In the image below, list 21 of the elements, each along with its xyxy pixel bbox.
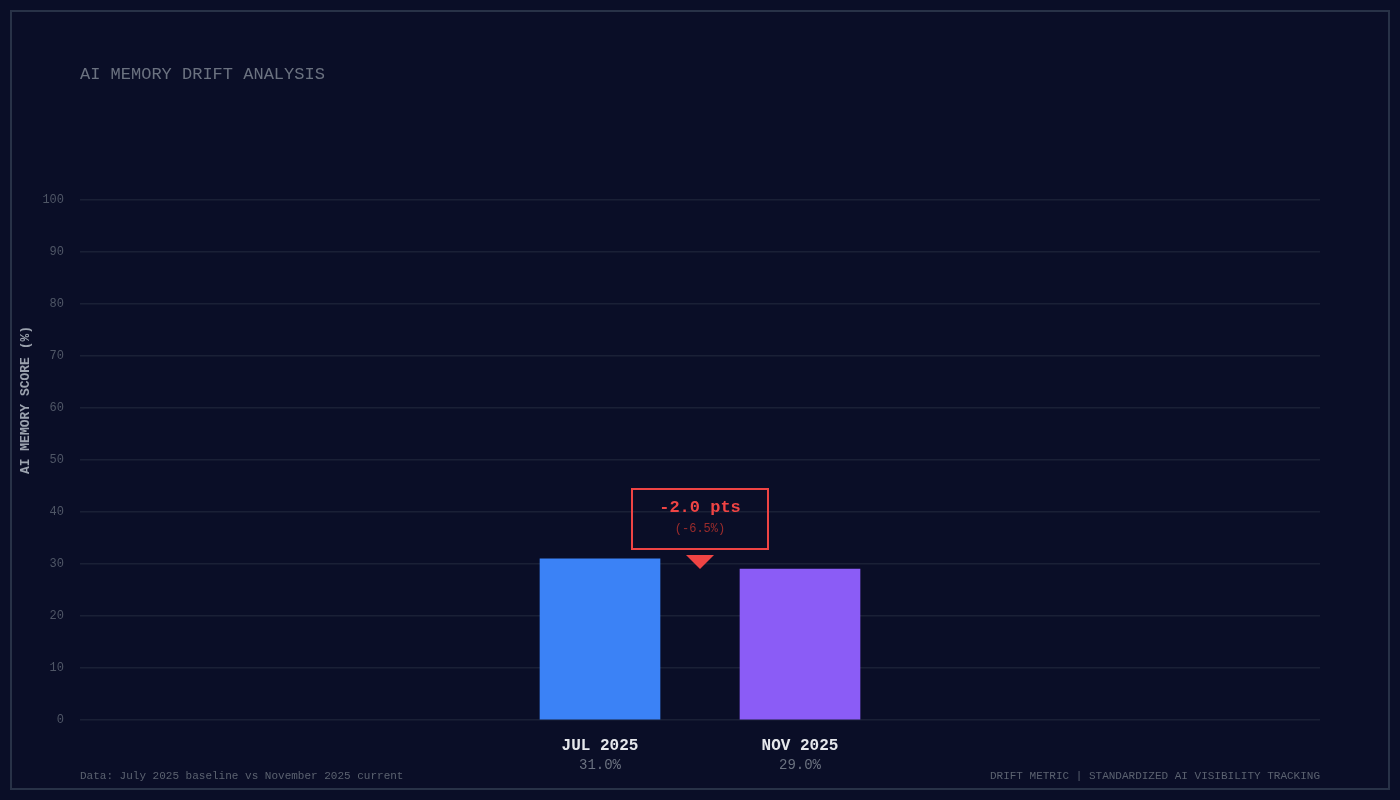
annotation: -2.0 pts <box>659 498 741 518</box>
y-tick-label: 10 <box>49 661 64 676</box>
text: DRIFT METRIC | STANDARDIZED AI VISIBILITY TRACKING <box>989 769 1320 782</box>
y-tick-label: 20 <box>49 609 64 624</box>
data-label: 31.0% <box>578 756 622 773</box>
y-tick-label: 50 <box>49 453 64 468</box>
y-axis-title: AI MEMORY SCORE (%) <box>18 325 34 475</box>
y-tick-label: 90 <box>49 245 64 260</box>
annotation: (-6.5%) <box>674 522 726 537</box>
y-tick-label: 0 <box>56 713 64 728</box>
x-tick-label: JUL 2025 <box>561 736 639 755</box>
y-tick-label: 30 <box>49 557 64 572</box>
y-tick-label: 40 <box>49 505 64 520</box>
y-tick-label: 60 <box>49 401 64 416</box>
y-tick-label: 70 <box>49 349 64 364</box>
data-label: 29.0% <box>778 756 822 773</box>
y-tick-label: 80 <box>49 297 64 312</box>
y-tick-label: 100 <box>42 193 64 208</box>
text: Data: July 2025 baseline vs November 2025 current <box>80 769 404 782</box>
chart-subtitle: AI MEMORY DRIFT ANALYSIS <box>80 64 325 84</box>
x-tick-label: NOV 2025 <box>761 736 839 755</box>
